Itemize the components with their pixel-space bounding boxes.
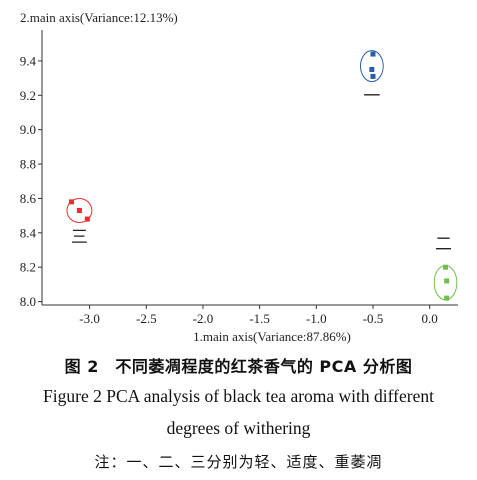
x-tick-label: 0.0 <box>422 311 438 326</box>
group-label: 一 <box>363 87 380 107</box>
y-axis-title: 2.main axis(Variance:12.13%) <box>20 10 178 25</box>
figure-caption-english-line2: degrees of withering <box>166 418 311 438</box>
y-tick-label: 9.0 <box>20 122 36 137</box>
data-point <box>68 199 74 205</box>
data-point <box>76 207 82 213</box>
x-tick-label: -2.5 <box>136 311 157 326</box>
y-tick-label: 9.4 <box>20 53 37 68</box>
x-tick-label: -1.5 <box>249 311 270 326</box>
figure-caption-chinese: 图 2 不同萎凋程度的红茶香气的 PCA 分析图 <box>64 357 413 376</box>
y-tick-label: 9.2 <box>20 88 36 103</box>
y-tick-label: 8.2 <box>20 260 36 275</box>
figure-note: 注：一、二、三分别为轻、适度、重萎凋 <box>94 453 383 471</box>
data-point <box>443 264 449 270</box>
x-axis-title: 1.main axis(Variance:87.86%) <box>193 329 351 344</box>
data-point <box>370 51 376 57</box>
pca-scatter-chart: 8.0 8.2 8.4 8.6 8.8 9.0 9.2 9.4 -3.0 -2.5 -2.0 -1.5… <box>20 10 458 344</box>
y-tick-label: 8.6 <box>20 191 37 206</box>
group-ellipse <box>66 197 93 223</box>
y-tick-label: 8.8 <box>20 157 36 172</box>
x-tick-label: -1.0 <box>306 311 327 326</box>
y-tick-label: 8.0 <box>20 294 36 309</box>
group-label: 二 <box>435 234 452 254</box>
group-ellipse <box>360 50 384 83</box>
data-point <box>444 295 450 301</box>
x-tick-label: -2.0 <box>193 311 214 326</box>
figure-caption-english-line1: Figure 2 PCA analysis of black tea aroma… <box>43 386 434 406</box>
data-point <box>444 278 450 284</box>
data-point <box>369 67 375 73</box>
x-tick-label: -3.0 <box>79 311 100 326</box>
data-point <box>84 216 90 222</box>
data-point <box>370 73 376 79</box>
group-label: 三 <box>71 228 88 248</box>
y-tick-label: 8.4 <box>20 225 37 240</box>
x-tick-label: -0.5 <box>363 311 384 326</box>
